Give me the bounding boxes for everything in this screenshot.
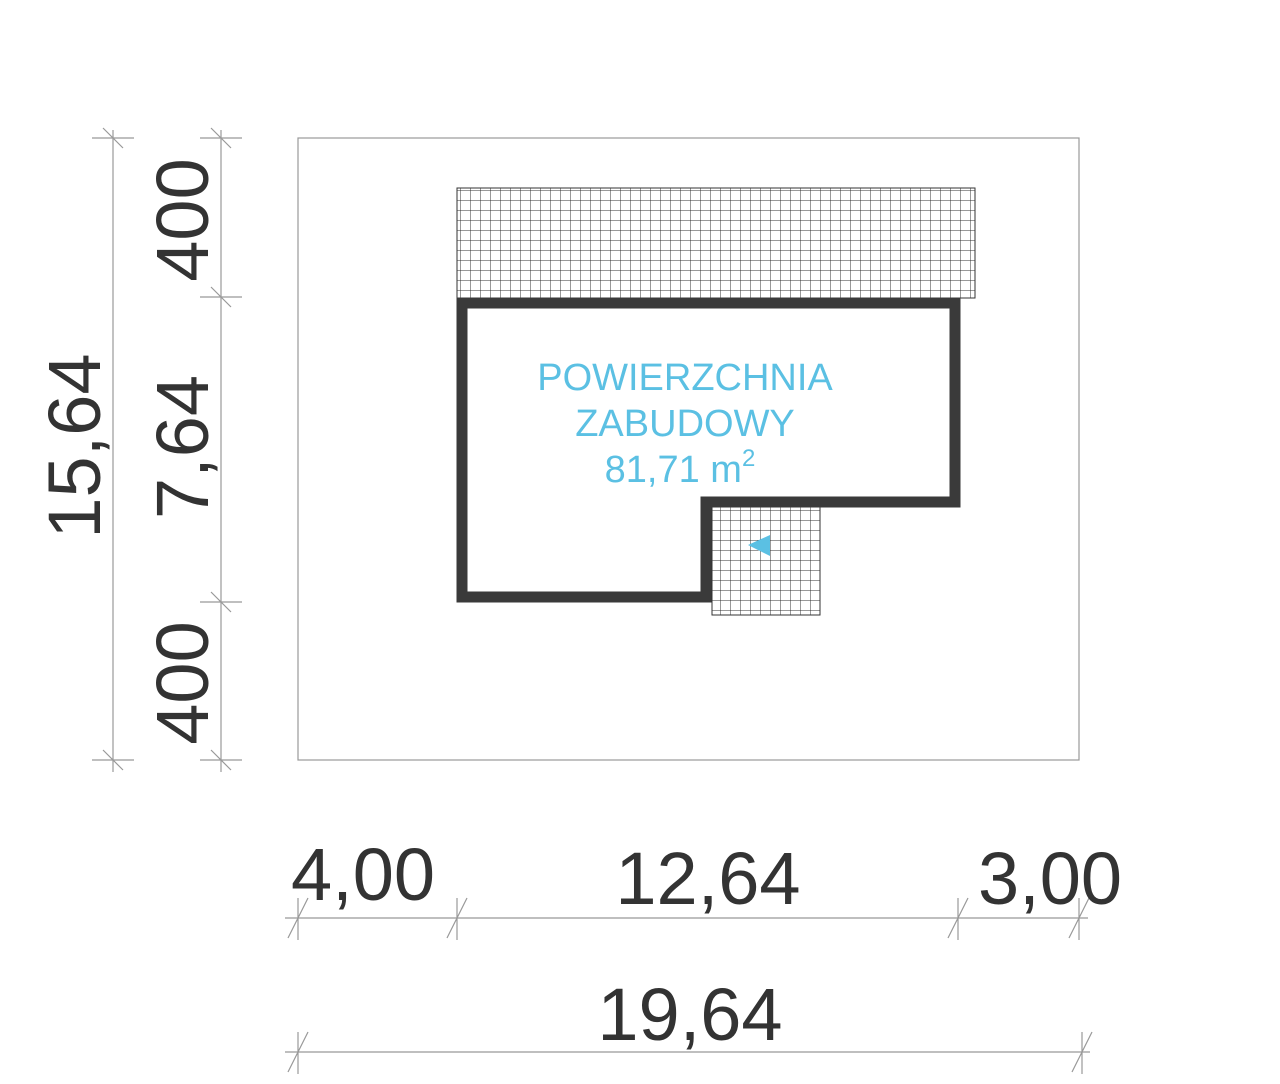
dimension-label: 4,00 [291,833,435,916]
dimension-label: 400 [141,621,224,744]
area-value: 81,71 m [605,449,742,491]
building-label: ZABUDOWY [575,403,795,445]
area-exponent: 2 [742,445,755,472]
building-label: POWIERZCHNIA [537,357,833,399]
horizontal-dimensions [285,897,1093,1074]
dimension-label: 12,64 [615,837,800,920]
building-outline [456,297,961,603]
plot-boundary [297,137,1080,761]
entrance-arrow [748,535,770,556]
dimension-label: 400 [141,158,224,281]
terrace-hatch [456,187,976,299]
dimension-label: 19,64 [597,973,782,1056]
dimension-label: 3,00 [978,837,1122,920]
entrance-hatch [711,504,821,616]
building-area: 81,71 m2 [605,445,756,491]
vertical-dimensions [92,127,242,772]
dimension-label: 15,64 [33,353,116,538]
dimension-label: 7,64 [141,375,224,519]
